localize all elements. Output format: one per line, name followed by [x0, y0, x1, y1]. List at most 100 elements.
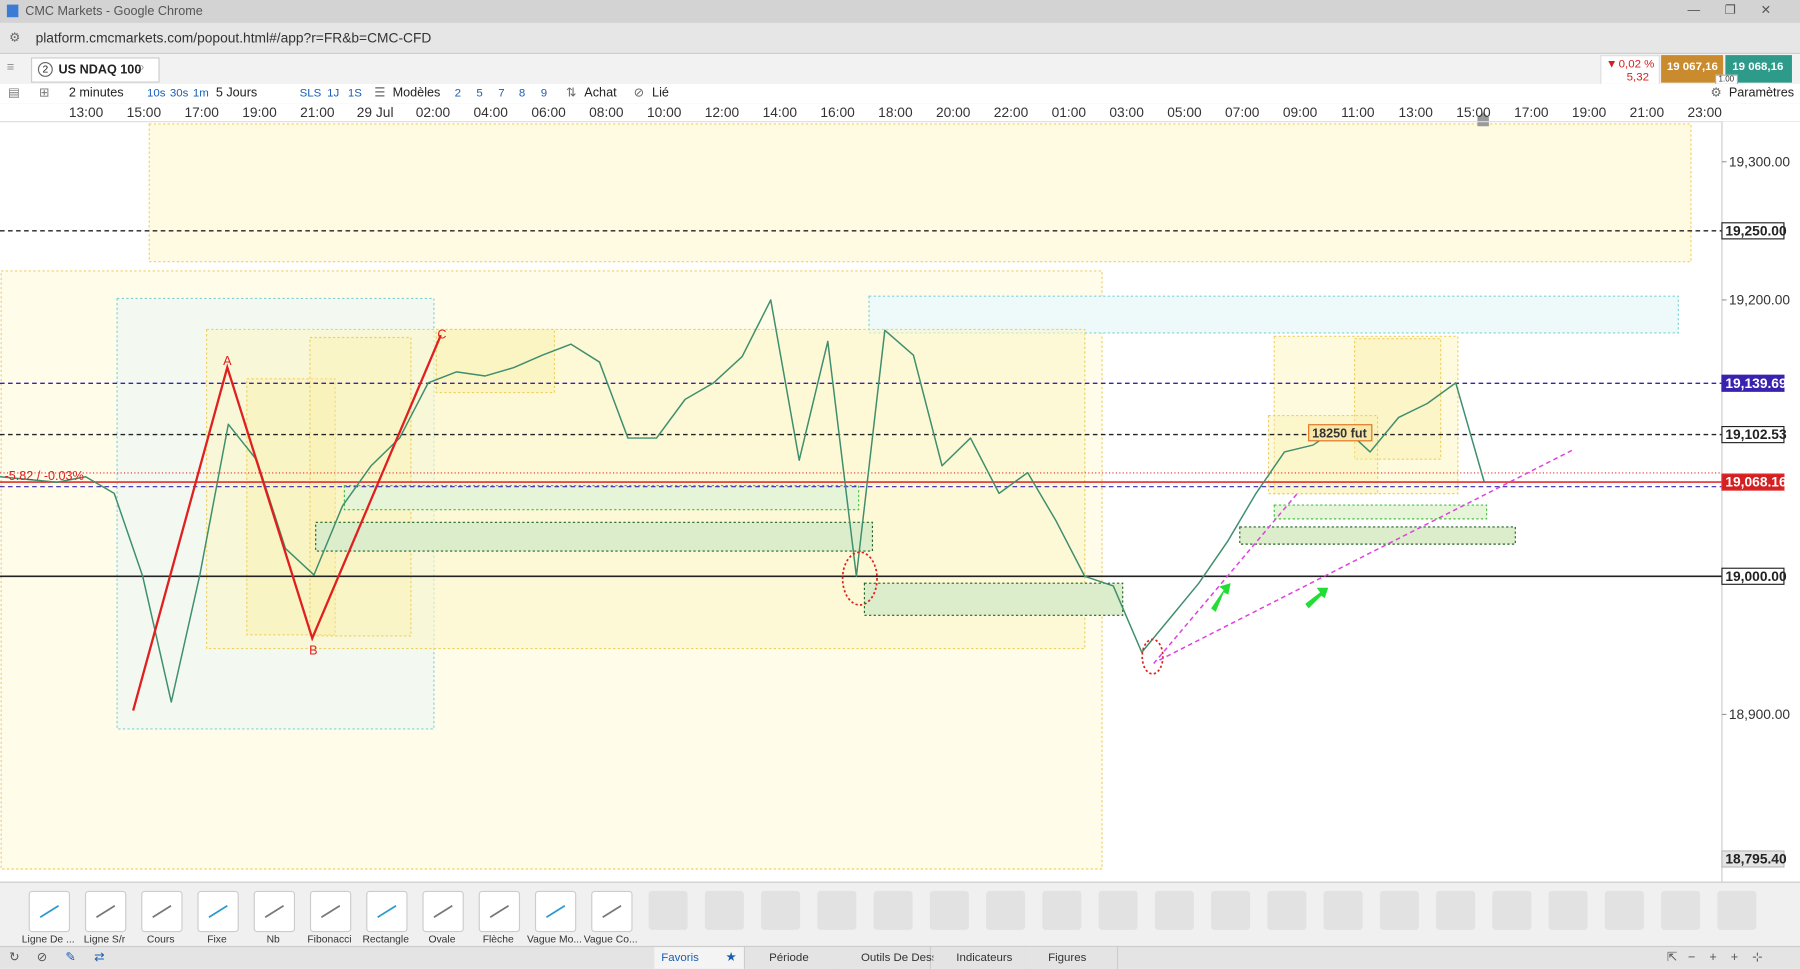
alert-tag[interactable] [1308, 424, 1373, 442]
chart-toolbar: ▤ ⊞ 2 minutes 10s 30s 1m 5 Jours SLS 1J … [0, 83, 1800, 105]
interval[interactable]: 2 minutes [68, 86, 124, 100]
range-button[interactable]: 1J [327, 87, 340, 100]
level-label: 19,102.53 [1725, 427, 1787, 442]
zone [343, 485, 860, 511]
range[interactable]: 5 Jours [215, 86, 258, 100]
tab[interactable] [1025, 947, 1119, 969]
time-label: 11:00 [1341, 105, 1375, 120]
tool-button[interactable] [84, 890, 127, 933]
tool-glyph [433, 905, 453, 918]
empty-slot [1604, 890, 1644, 930]
tool-button[interactable] [309, 890, 352, 933]
tool-button[interactable] [591, 890, 633, 933]
tool-icon [545, 905, 566, 918]
tool-icon [433, 905, 453, 918]
empty-slot [986, 890, 1026, 930]
range-button[interactable]: SLS [299, 87, 322, 100]
buy-mode[interactable]: Achat [584, 86, 617, 100]
move-icon[interactable]: ⇄ [94, 950, 105, 965]
quick-interval[interactable]: 10s [146, 87, 166, 100]
highlight-ellipse [841, 551, 878, 606]
layout-icon[interactable]: ⊞ [39, 86, 50, 100]
tool-label: Ovale [428, 933, 456, 945]
level-label: 19,000.00 [1725, 569, 1787, 584]
change-percent: 0,02 % [1618, 58, 1655, 72]
sell-button[interactable]: 19 067,16 [1661, 55, 1724, 83]
empty-slot [1098, 890, 1138, 930]
link[interactable]: Lié [652, 86, 669, 100]
site-info-icon[interactable]: ⚙ [9, 30, 21, 45]
level-box [1721, 425, 1785, 444]
tool-label: Nb [266, 933, 280, 945]
tool-button[interactable] [534, 890, 577, 933]
tool-button[interactable] [28, 890, 71, 933]
template-slot[interactable]: 9 [540, 87, 548, 100]
tool-glyph [39, 905, 60, 918]
buy-icon: ⇅ [565, 86, 577, 100]
tool-label: Flèche [482, 933, 514, 945]
tool-button[interactable] [422, 890, 464, 933]
tool-icon [377, 905, 397, 918]
time-label: 06:00 [531, 105, 566, 120]
tool-button[interactable] [253, 890, 296, 933]
tab-label: Outils De Dessin [860, 951, 947, 965]
title-bar: CMC Markets - Google Chrome — ❐ ✕ [0, 0, 1800, 23]
empty-slot [1042, 890, 1082, 930]
zone [868, 295, 1679, 334]
instrument-tab[interactable]: 2 US NDAQ 100 ⌕ [30, 57, 160, 83]
quick-interval[interactable]: 30s [169, 87, 189, 100]
pen-icon[interactable]: ✎ [65, 950, 77, 965]
settings[interactable]: Paramètres [1728, 86, 1795, 100]
position-pnl: -5.82 / -0.03% [5, 469, 84, 483]
tool-button[interactable] [141, 890, 183, 933]
window-title: CMC Markets - Google Chrome [25, 4, 203, 19]
refresh-icon[interactable]: ↻ [9, 950, 20, 965]
template-slot[interactable]: 5 [476, 87, 483, 100]
zone [435, 328, 556, 394]
time-label: 19:00 [1572, 105, 1607, 120]
zone [1273, 504, 1488, 520]
list-icon[interactable]: ▤ [8, 86, 20, 100]
tool-label: Fibonacci [307, 933, 352, 945]
arrow [1305, 587, 1329, 609]
templates[interactable]: Modèles [392, 86, 441, 100]
menu-icon[interactable]: ≡ [6, 60, 15, 75]
template-slot[interactable]: 7 [498, 87, 505, 100]
clear-icon[interactable]: ⊘ [36, 950, 48, 965]
time-label: 05:00 [1167, 105, 1202, 120]
trend-line [1159, 449, 1574, 661]
tool-button[interactable] [197, 890, 239, 933]
tool-glyph [489, 905, 510, 918]
time-label: 23:00 [1687, 105, 1722, 120]
time-label: 01:00 [1052, 105, 1087, 120]
tool-label: Cours [146, 933, 175, 945]
search-icon[interactable]: ⌕ [137, 60, 145, 75]
tool-label: Fixe [207, 933, 227, 945]
url[interactable]: platform.cmcmarkets.com/popout.html#/app… [35, 29, 432, 46]
tool-label: Ligne De ... [21, 933, 75, 945]
quick-interval[interactable]: 1m [192, 87, 209, 100]
level-label: 19,068.16 [1725, 475, 1787, 490]
window-controls[interactable]: — ❐ ✕ [1687, 3, 1772, 18]
alert-tag-text: 18250 fut [1312, 426, 1367, 440]
tool-button[interactable] [366, 890, 408, 933]
time-label: 15:00 [127, 105, 162, 120]
tool-icon [152, 905, 172, 918]
range-button[interactable]: 1S [347, 87, 362, 100]
time-label: 03:00 [1109, 105, 1144, 120]
empty-slot [1267, 890, 1307, 930]
tool-button[interactable] [478, 890, 521, 933]
tool-glyph [320, 905, 341, 918]
tab[interactable] [654, 947, 746, 969]
template-slot[interactable]: 2 [454, 87, 461, 100]
tab-label: Favoris [661, 951, 699, 965]
empty-slot [648, 890, 688, 930]
price-line [0, 299, 1486, 703]
level-label: 19,139.69 [1725, 376, 1787, 391]
zoom-controls[interactable]: ⇱ − + + ⊹ [1666, 950, 1763, 965]
template-slot[interactable]: 8 [518, 87, 526, 100]
zone [148, 123, 1692, 263]
instrument-bar: ≡ 2 US NDAQ 100 ⌕ ▼ 0,02 % 5,32 19 067,1… [0, 53, 1800, 85]
tab[interactable] [838, 947, 931, 969]
